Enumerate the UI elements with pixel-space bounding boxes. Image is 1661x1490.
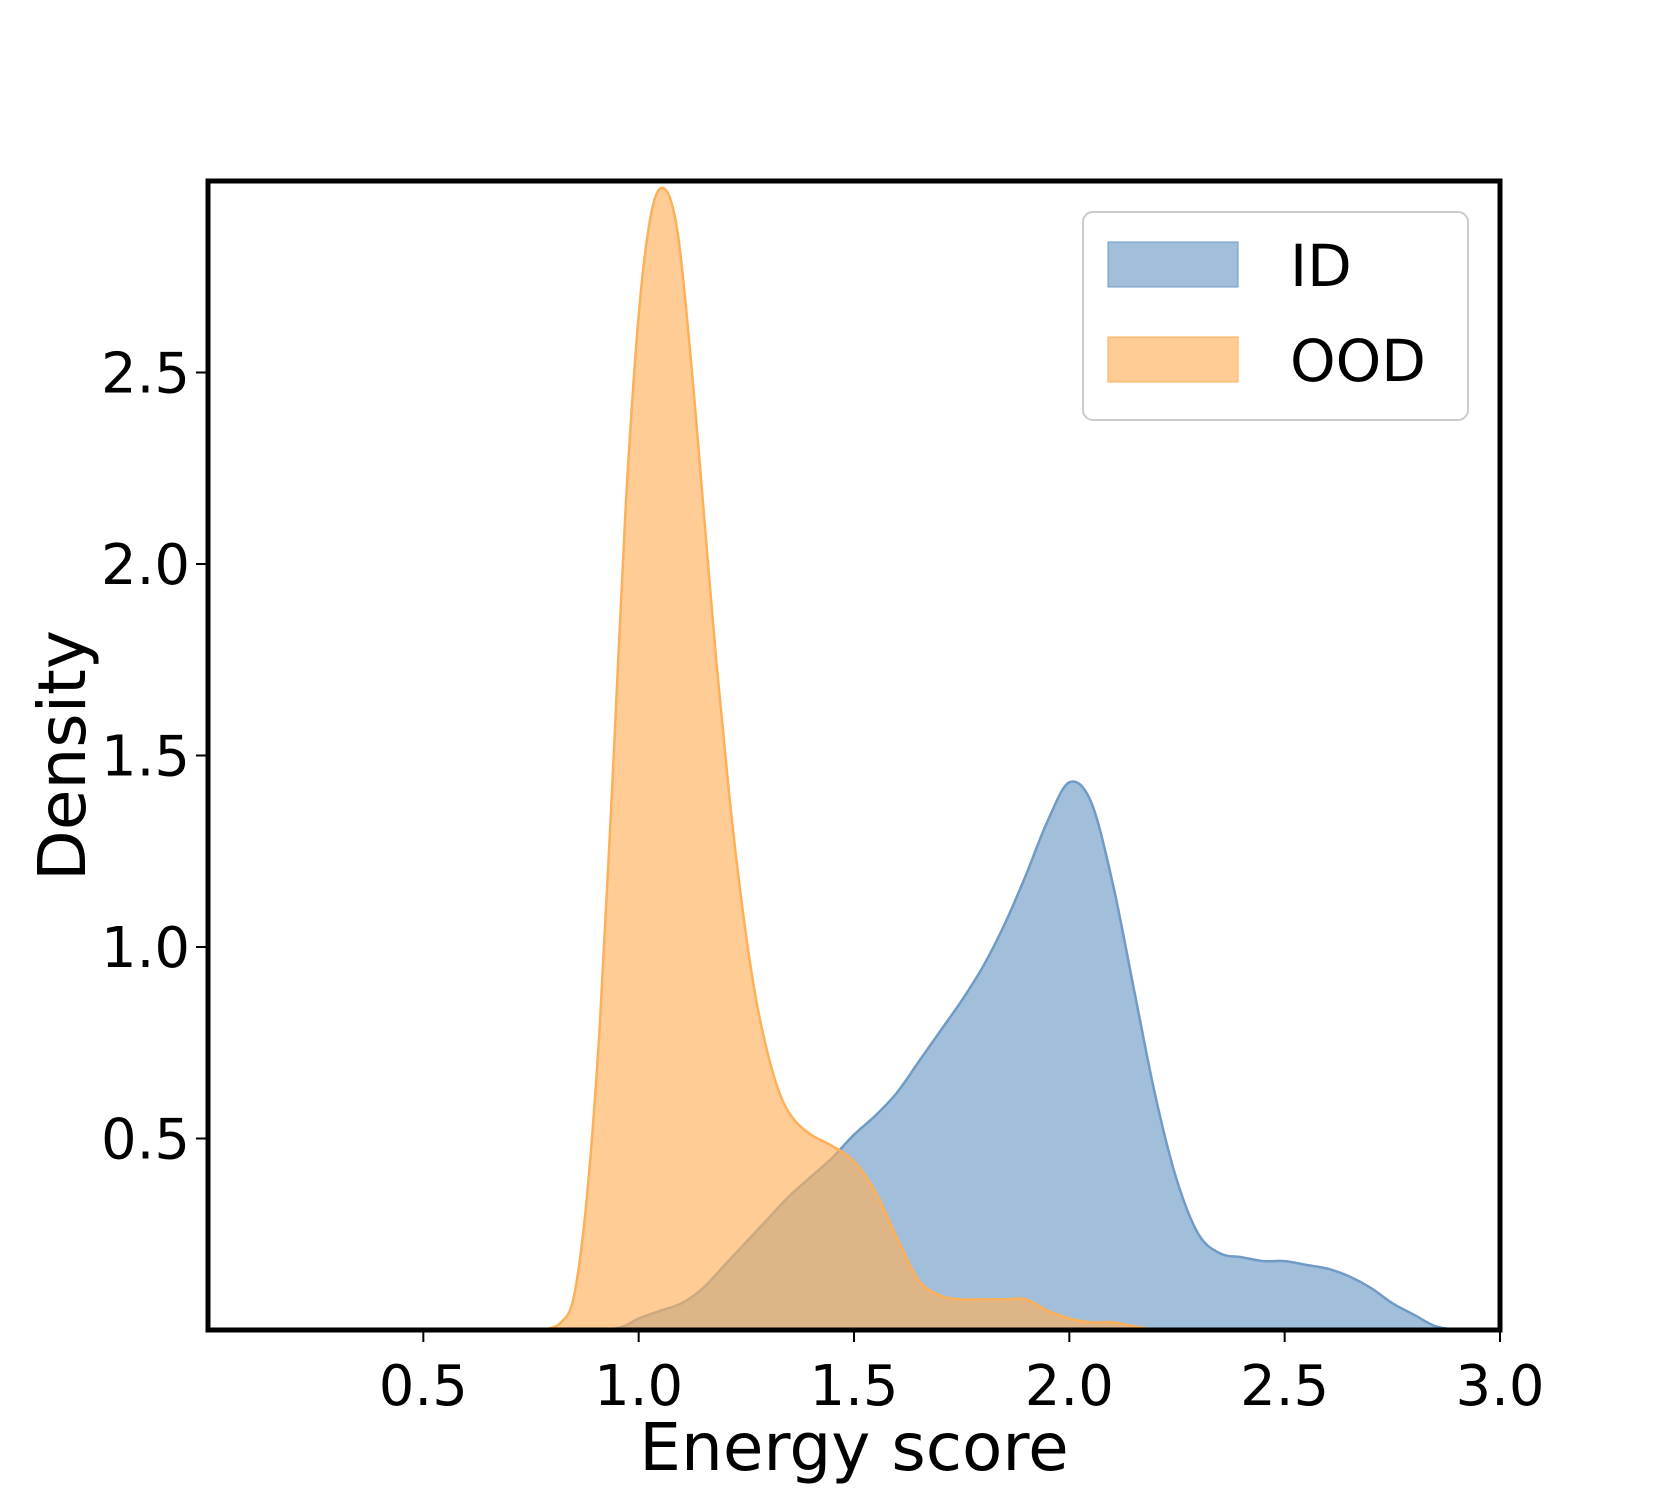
x-axis-title: Energy score [639, 1409, 1068, 1486]
legend-label-ood: OOD [1290, 327, 1426, 395]
legend-swatch-ood [1107, 336, 1239, 383]
legend-swatch-id [1107, 241, 1239, 288]
series-area-ood [543, 187, 1156, 1330]
ticks-layer: 0.5 1.0 1.5 2.0 2.5 3.0 0.5 1.0 1.5 2.0 2.5 [101, 342, 1545, 1420]
y-tick-label: 2.0 [101, 533, 190, 598]
series-line-ood [543, 186, 1156, 1332]
y-axis-title: Density [24, 630, 101, 881]
x-tick-label: 0.5 [379, 1354, 468, 1419]
series-layer [543, 186, 1458, 1332]
y-tick-label: 2.5 [101, 342, 190, 407]
x-tick-label: 3.0 [1455, 1354, 1544, 1419]
plot-frame [205, 178, 1503, 1333]
x-tick-label: 1.0 [594, 1354, 683, 1419]
x-tick-label: 2.5 [1240, 1354, 1329, 1419]
legend-label-id: ID [1290, 232, 1352, 300]
y-tick-label: 1.5 [101, 725, 190, 790]
y-tick-label: 0.5 [101, 1108, 190, 1173]
x-tick-label: 1.5 [809, 1354, 898, 1419]
x-tick-label: 2.0 [1025, 1354, 1114, 1419]
legend: ID OOD [1082, 211, 1469, 421]
y-tick-label: 1.0 [101, 916, 190, 981]
